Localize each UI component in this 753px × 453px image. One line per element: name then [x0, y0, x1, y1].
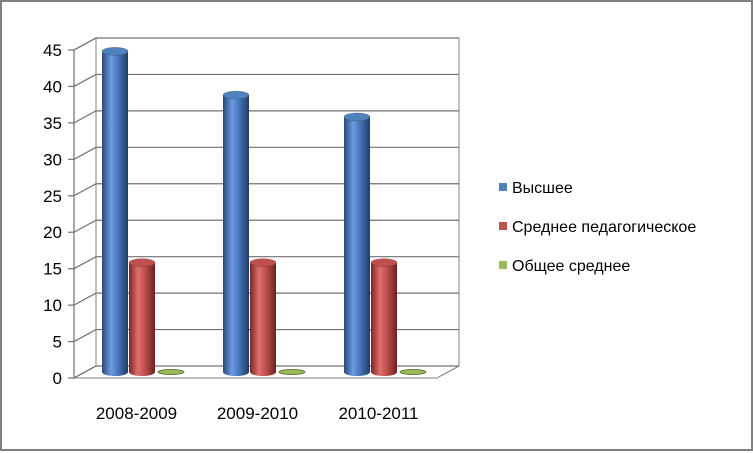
gridline: [73, 183, 459, 197]
y-tick-label: 40: [43, 77, 62, 96]
y-tick-label: 30: [43, 150, 62, 169]
bar-2-1: [278, 369, 306, 375]
bar-body: [371, 262, 397, 376]
gridlines: [68, 37, 459, 379]
bar-disc: [278, 369, 306, 375]
bar-top: [101, 46, 129, 56]
legend-label: Общее среднее: [512, 258, 630, 275]
bar-body: [102, 51, 128, 377]
bar-top: [222, 90, 250, 100]
bar-2-2: [399, 369, 427, 375]
bar-0-1: [222, 90, 250, 377]
y-tick-label: 45: [43, 41, 62, 60]
bar-1-0: [128, 258, 156, 376]
bar-body: [223, 95, 249, 377]
bar-body: [250, 262, 276, 376]
x-axis-tick-labels: 2008-2009 2009-2010 2010-2011: [96, 404, 419, 423]
side-wall: [73, 37, 97, 379]
y-tick-label: 25: [43, 187, 62, 206]
bar-top: [128, 258, 156, 267]
gridline: [73, 256, 459, 270]
y-tick-label: 10: [43, 296, 62, 315]
bar-0-0: [101, 46, 129, 377]
gridline: [73, 73, 459, 87]
bar-top: [343, 112, 371, 122]
y-tick-label: 15: [43, 260, 62, 279]
y-tick-label: 5: [53, 333, 62, 352]
bar-body: [129, 262, 155, 376]
bar-1-1: [249, 258, 277, 376]
legend-item-2: Общее среднее: [499, 258, 630, 275]
bar-1-2: [370, 258, 398, 376]
bar-disc: [157, 369, 185, 375]
gridline: [73, 328, 459, 343]
bar-top: [249, 258, 277, 267]
legend-swatch: [499, 222, 507, 230]
y-tick-label: 35: [43, 114, 62, 133]
y-tick-label: 20: [43, 223, 62, 242]
legend: Высшее Среднее педагогическое Общее средне…: [499, 180, 696, 275]
gridline: [73, 37, 459, 51]
legend-swatch: [499, 183, 507, 191]
bar-disc: [399, 369, 427, 375]
legend-item-1: Среднее педагогическое: [499, 219, 696, 236]
x-tick-label: 2008-2009: [96, 404, 177, 423]
bar-body: [344, 116, 370, 376]
y-tick-label: 0: [53, 369, 62, 388]
gridline: [73, 292, 459, 306]
legend-swatch: [499, 261, 507, 269]
legend-label: Высшее: [512, 180, 573, 197]
bar-0-2: [343, 112, 371, 376]
x-tick-label: 2010-2011: [338, 404, 418, 423]
gridline: [73, 365, 459, 379]
legend-label: Среднее педагогическое: [512, 219, 696, 236]
bar-2-0: [157, 369, 185, 375]
bar-top: [370, 258, 398, 267]
bars: [101, 46, 427, 377]
gridline: [73, 146, 459, 160]
gridline: [73, 110, 459, 124]
gridline: [73, 219, 459, 233]
x-tick-label: 2009-2010: [217, 404, 298, 423]
legend-item-0: Высшее: [499, 180, 573, 197]
y-axis-tick-labels: 0 5 10 15 20 25 30 35 40 45: [43, 41, 62, 388]
